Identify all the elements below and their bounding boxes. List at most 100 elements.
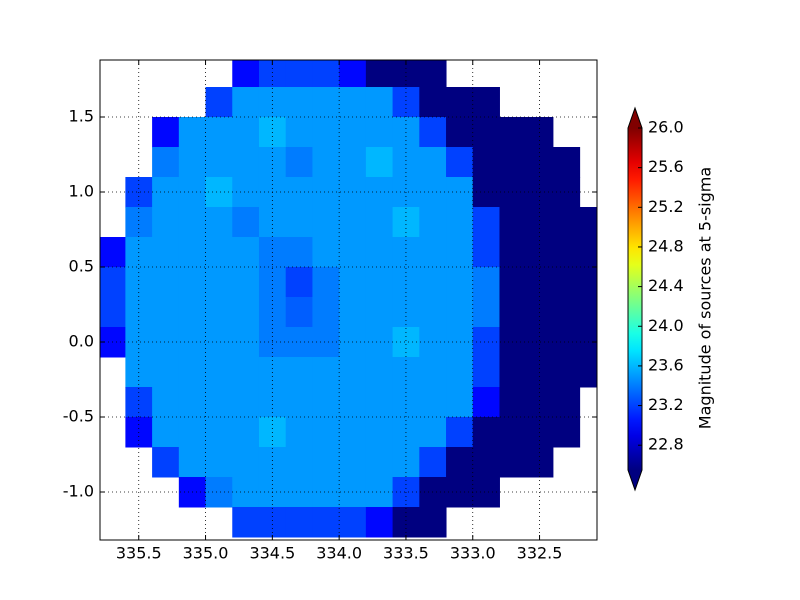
cell [499,207,527,238]
cell [285,387,313,418]
cell [152,387,180,418]
cell [232,87,260,118]
colorbar-tick-label: 23.6 [648,355,684,374]
cell [552,417,581,448]
cell [579,357,597,388]
cell [205,267,233,298]
cell [446,327,474,358]
cell [419,60,447,88]
cell [152,417,180,448]
cell [446,147,474,178]
y-tick-label: 0.0 [69,332,94,351]
cell [446,447,474,478]
cell [446,267,474,298]
cell [472,177,500,208]
cell [285,207,313,238]
cell [152,117,180,148]
cell [419,237,447,268]
cell [312,87,340,118]
cell [285,237,313,268]
colorbar-label: Magnitude of sources at 5-sigma [696,167,715,429]
x-tick-label: 335.0 [183,544,229,563]
plot-frame [99,59,598,541]
cell [178,417,207,448]
x-tick-label: 335.5 [116,544,162,563]
cell [232,147,260,178]
cell [419,267,447,298]
cell [312,117,340,148]
cell [365,207,394,238]
cell [285,447,313,478]
colorbar-tick-label: 25.2 [648,197,684,216]
cell [205,297,233,328]
cell [365,507,394,538]
cell [339,297,367,328]
cell [472,327,500,358]
cell [339,147,367,178]
cell [446,207,474,238]
cell [365,417,394,448]
cell [339,207,367,238]
cell [312,207,340,238]
heatmap [100,60,597,538]
cell [472,87,500,118]
cell [472,267,500,298]
y-tick-label: -0.5 [63,407,94,426]
cell [446,357,474,388]
cell [499,327,527,358]
cell [365,477,394,508]
cell [365,387,394,418]
cell [365,147,394,178]
cell [285,60,313,88]
cell [152,237,180,268]
cell [419,447,447,478]
cell [232,357,260,388]
cell [446,297,474,328]
cell [472,447,500,478]
cell [552,207,581,238]
cell [419,117,447,148]
cell [285,357,313,388]
cell [472,117,500,148]
cell [472,417,500,448]
cell [579,297,597,328]
colorbar-frame [627,106,643,492]
cell [499,297,527,328]
colorbar-extend [628,108,642,128]
x-tick-label: 333.0 [450,544,496,563]
cell [365,117,394,148]
cell [205,417,233,448]
cell [339,357,367,388]
cell [232,417,260,448]
cell [446,477,474,508]
cell [285,147,313,178]
cell [232,237,260,268]
colorbar-tick-label: 24.8 [648,236,684,255]
cell [285,267,313,298]
cell [552,147,581,178]
cell [339,507,367,538]
cell [285,417,313,448]
cell [472,207,500,238]
x-tick-label: 334.5 [249,544,295,563]
colorbar-tick-label: 23.2 [648,395,684,414]
cell [365,447,394,478]
colorbar-tick-label: 24.0 [648,316,684,335]
cell [472,237,500,268]
cell [499,267,527,298]
cell [205,387,233,418]
cell [178,207,207,238]
cell [499,237,527,268]
cell [339,267,367,298]
y-tick-label: -1.0 [63,482,94,501]
cell [552,297,581,328]
cell [232,507,260,538]
cell [365,237,394,268]
cell [205,357,233,388]
cell [312,507,340,538]
cell [552,327,581,358]
cell [365,177,394,208]
cell [499,357,527,388]
cell [339,117,367,148]
cell [312,267,340,298]
